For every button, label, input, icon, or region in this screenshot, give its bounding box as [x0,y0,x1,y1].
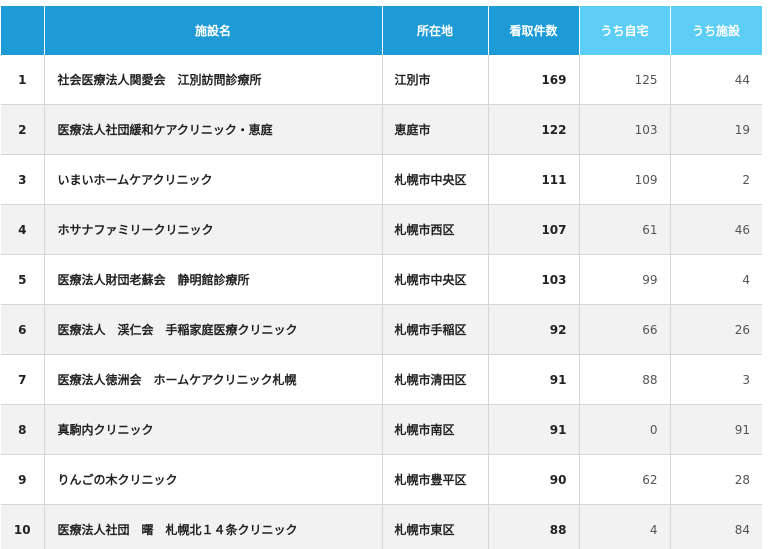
location-cell: 江別市 [382,55,489,105]
facility-name-cell: ホサナファミリークリニック [44,204,383,255]
location-cell: 恵庭市 [382,104,489,155]
facility-name-cell: 医療法人社団緩和ケアクリニック・恵庭 [44,104,383,155]
home-cell: 88 [579,354,671,405]
header-home: うち自宅 [579,6,671,55]
facility-name-cell: 医療法人財団老蘇会 静明館診療所 [44,254,383,305]
home-cell: 66 [579,304,671,355]
location-cell: 札幌市豊平区 [382,454,489,505]
facility-name-cell: 社会医療法人関愛会 江別訪問診療所 [44,55,383,105]
facility-name-cell: 医療法人社団 曙 札幌北１４条クリニック [44,504,383,549]
total-cell: 122 [488,104,580,155]
facility-name-cell: りんごの木クリニック [44,454,383,505]
table-row: 9 りんごの木クリニック 札幌市豊平区 90 62 28 [1,454,762,505]
header-rank [1,6,45,55]
total-cell: 90 [488,454,580,505]
table-row: 2 医療法人社団緩和ケアクリニック・恵庭 恵庭市 122 103 19 [1,104,762,155]
home-cell: 125 [579,55,671,105]
rank-cell: 5 [1,254,45,305]
total-cell: 91 [488,404,580,455]
facility-name-cell: 医療法人徳洲会 ホームケアクリニック札幌 [44,354,383,405]
rank-cell: 1 [1,55,45,105]
header-total: 看取件数 [488,6,580,55]
table-row: 1 社会医療法人関愛会 江別訪問診療所 江別市 169 125 44 [1,55,762,105]
home-cell: 4 [579,504,671,549]
total-cell: 111 [488,154,580,205]
rank-cell: 4 [1,204,45,255]
ranking-table: 施設名 所在地 看取件数 うち自宅 うち施設 1 社会医療法人関愛会 江別訪問診… [1,6,763,549]
table-row: 3 いまいホームケアクリニック 札幌市中央区 111 109 2 [1,154,762,205]
rank-cell: 9 [1,454,45,505]
table-row: 5 医療法人財団老蘇会 静明館診療所 札幌市中央区 103 99 4 [1,254,762,305]
facility-count-cell: 46 [670,204,762,255]
header-facility-name: 施設名 [44,6,383,55]
table-row: 7 医療法人徳洲会 ホームケアクリニック札幌 札幌市清田区 91 88 3 [1,354,762,405]
total-cell: 88 [488,504,580,549]
location-cell: 札幌市手稲区 [382,304,489,355]
facility-count-cell: 19 [670,104,762,155]
location-cell: 札幌市清田区 [382,354,489,405]
table-row: 6 医療法人 渓仁会 手稲家庭医療クリニック 札幌市手稲区 92 66 26 [1,304,762,355]
facility-count-cell: 91 [670,404,762,455]
home-cell: 62 [579,454,671,505]
total-cell: 103 [488,254,580,305]
facility-count-cell: 26 [670,304,762,355]
facility-count-cell: 4 [670,254,762,305]
total-cell: 92 [488,304,580,355]
table-row: 8 真駒内クリニック 札幌市南区 91 0 91 [1,404,762,455]
total-cell: 169 [488,55,580,105]
facility-count-cell: 44 [670,55,762,105]
location-cell: 札幌市東区 [382,504,489,549]
facility-count-cell: 84 [670,504,762,549]
rank-cell: 8 [1,404,45,455]
total-cell: 91 [488,354,580,405]
location-cell: 札幌市西区 [382,204,489,255]
header-location: 所在地 [382,6,489,55]
table-header-row: 施設名 所在地 看取件数 うち自宅 うち施設 [1,6,763,55]
rank-cell: 10 [1,504,45,549]
facility-name-cell: いまいホームケアクリニック [44,154,383,205]
home-cell: 103 [579,104,671,155]
table-row: 10 医療法人社団 曙 札幌北１４条クリニック 札幌市東区 88 4 84 [1,504,762,549]
header-facility: うち施設 [670,6,763,55]
rank-cell: 6 [1,304,45,355]
facility-name-cell: 医療法人 渓仁会 手稲家庭医療クリニック [44,304,383,355]
total-cell: 107 [488,204,580,255]
rank-cell: 3 [1,154,45,205]
table-row: 4 ホサナファミリークリニック 札幌市西区 107 61 46 [1,204,762,255]
facility-count-cell: 2 [670,154,762,205]
facility-count-cell: 28 [670,454,762,505]
home-cell: 99 [579,254,671,305]
location-cell: 札幌市中央区 [382,154,489,205]
home-cell: 109 [579,154,671,205]
facility-count-cell: 3 [670,354,762,405]
rank-cell: 2 [1,104,45,155]
location-cell: 札幌市南区 [382,404,489,455]
home-cell: 0 [579,404,671,455]
facility-name-cell: 真駒内クリニック [44,404,383,455]
home-cell: 61 [579,204,671,255]
location-cell: 札幌市中央区 [382,254,489,305]
rank-cell: 7 [1,354,45,405]
